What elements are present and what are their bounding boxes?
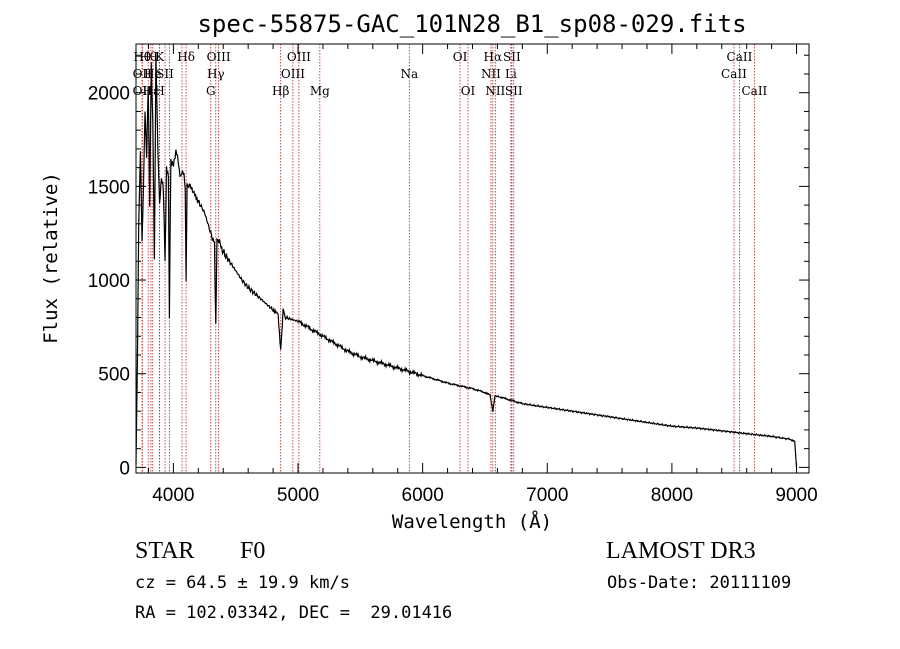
line-label: OI [461, 84, 476, 98]
line-label: NII [481, 67, 501, 81]
line-label: OIII [287, 50, 311, 64]
line-label: OI [453, 50, 468, 64]
coordinates: RA = 102.03342, DEC = 29.01416 [135, 603, 453, 623]
x-tick-label: 4000 [152, 485, 194, 506]
x-axis-label: Wavelength (Å) [392, 510, 552, 533]
x-tick-label: 6000 [402, 485, 444, 506]
line-label: G [206, 84, 216, 98]
line-label: Hβ [272, 84, 289, 98]
y-tick-label: 500 [98, 365, 130, 386]
object-class: STAR [135, 538, 195, 564]
line-label: Hδ [177, 50, 195, 64]
y-axis-ticks: 0 500 1000 1500 2000 [88, 54, 809, 479]
x-tick-label: 7000 [526, 485, 568, 506]
x-tick-label: 5000 [277, 485, 319, 506]
x-axis-ticks: 4000 5000 6000 7000 8000 9000 [147, 44, 818, 506]
line-label: Hα [484, 50, 503, 64]
y-tick-label: 0 [119, 458, 130, 479]
spectrum-chart: spec-55875-GAC_101N28_B1_sp08-029.fits H… [40, 10, 818, 533]
chart-title: spec-55875-GAC_101N28_B1_sp08-029.fits [197, 10, 746, 38]
line-label: K [155, 50, 165, 64]
y-tick-label: 2000 [88, 84, 130, 105]
line-label: CaII [727, 50, 753, 64]
survey-name: LAMOST DR3 [606, 538, 756, 564]
plot-frame [135, 43, 810, 474]
x-tick-label: 9000 [775, 485, 817, 506]
y-tick-label: 1000 [88, 271, 130, 292]
y-axis-label: Flux (relative) [40, 172, 62, 344]
line-label: SII [156, 67, 174, 81]
y-tick-label: 1500 [88, 177, 130, 198]
line-label: CaII [741, 84, 767, 98]
x-tick-label: 8000 [651, 485, 693, 506]
line-label: CaII [721, 67, 747, 81]
line-label: OIII [281, 67, 305, 81]
line-label: Na [400, 67, 418, 81]
spectrum-line [135, 51, 798, 468]
line-label: NII [485, 84, 505, 98]
line-label: He [144, 67, 162, 81]
redshift-value: cz = 64.5 ± 19.9 km/s [135, 573, 350, 593]
line-label: H [154, 84, 164, 98]
observation-date: Obs-Date: 20111109 [607, 573, 792, 593]
line-label: Mg [310, 84, 330, 98]
line-label: Li [505, 67, 517, 81]
object-subclass: F0 [240, 538, 266, 564]
line-label: SII [503, 50, 521, 64]
line-label: SII [505, 84, 523, 98]
line-label: OIII [207, 50, 231, 64]
line-label: OII [133, 84, 153, 98]
line-label: Hγ [207, 67, 225, 81]
